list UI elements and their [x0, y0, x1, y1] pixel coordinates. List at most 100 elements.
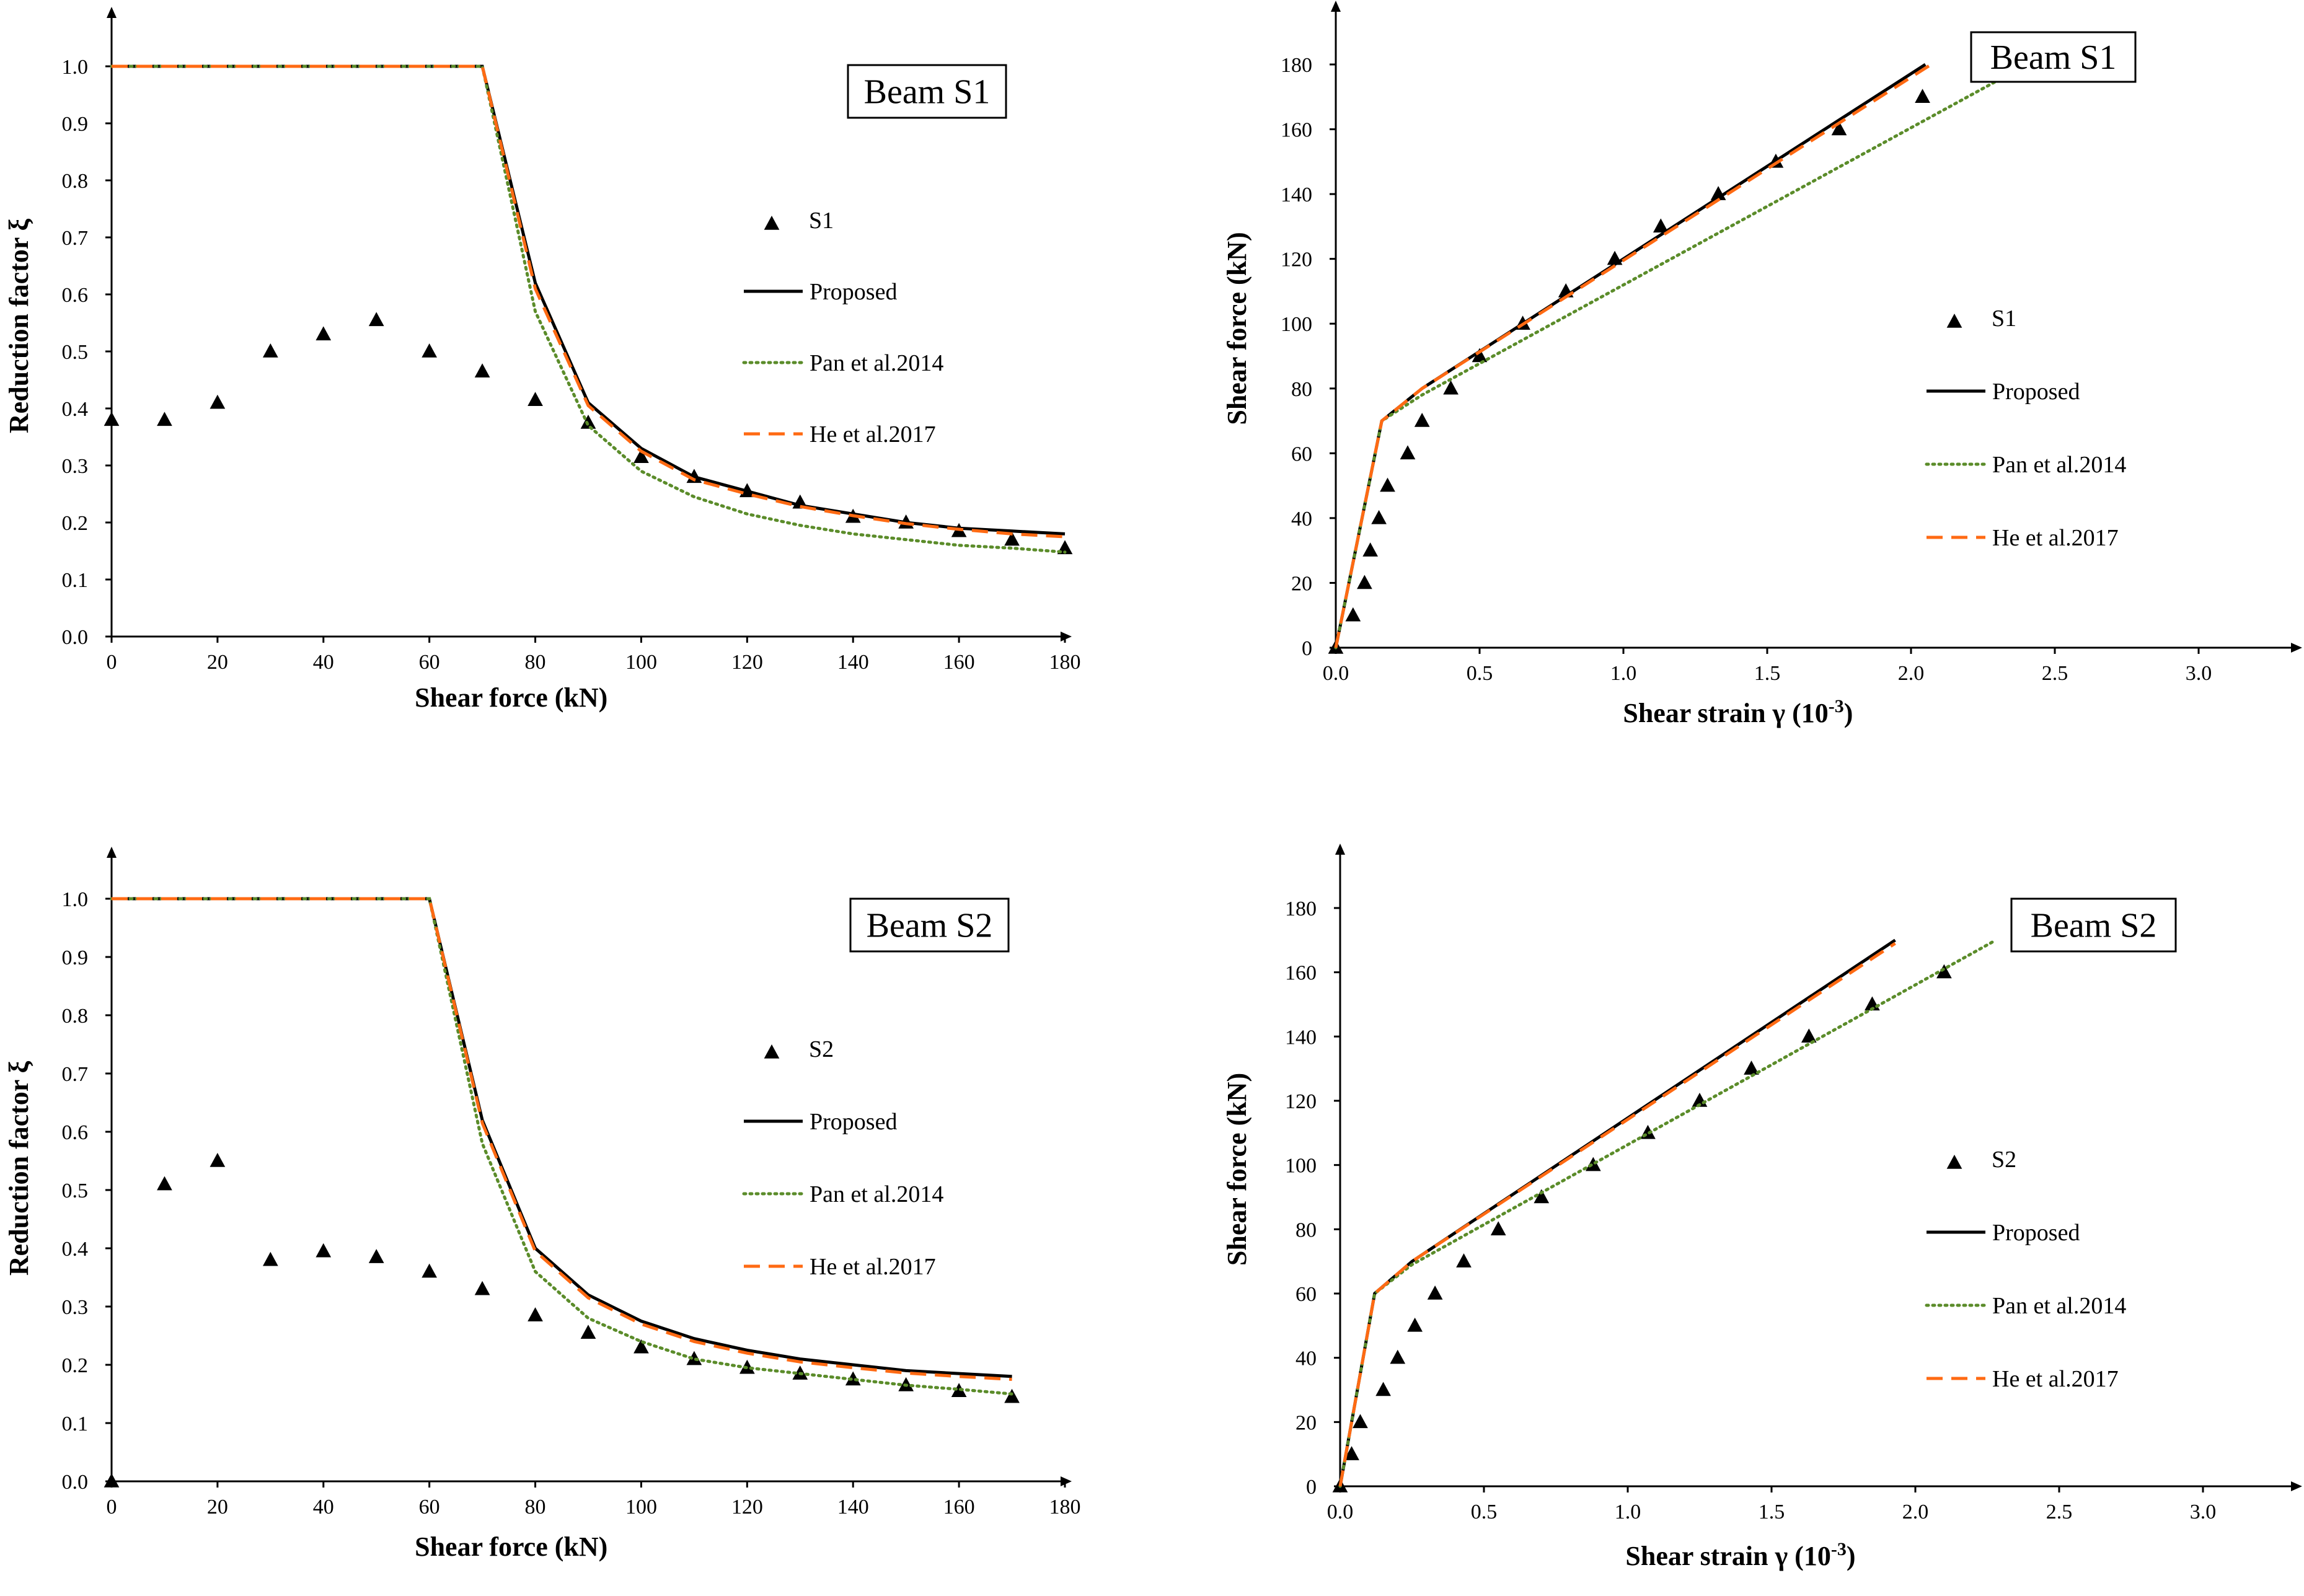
series-proposed	[112, 897, 1012, 1378]
x-tick-label: 0	[107, 1496, 117, 1519]
x-tick-label: 160	[943, 1496, 975, 1519]
y-tick-label: 100	[1281, 313, 1312, 336]
data-point	[474, 363, 490, 377]
x-axis-title-end: )	[1844, 698, 1853, 728]
data-point	[368, 1249, 384, 1263]
x-axis-arrow	[1061, 632, 1072, 641]
chart-title: Beam S1	[1990, 38, 2117, 77]
y-tick-label: 120	[1285, 1090, 1317, 1113]
chart-sf-s2: 0.0 0.5 1.0 1.5 2.0 2.5 3.0 0 20 40 60 80 100 120 140 1…	[1222, 844, 2302, 1571]
x-axis-arrow	[2291, 643, 2302, 653]
y-axis-title: Shear force (kN)	[1222, 232, 1252, 425]
data-point	[580, 1325, 596, 1339]
series-line	[1338, 938, 1896, 1487]
x-tick-label: 60	[419, 651, 440, 674]
legend-marker	[1946, 1155, 1962, 1169]
y-tick-label: 20	[1295, 1411, 1317, 1434]
data-point	[1915, 89, 1930, 104]
legend-label: Pan et al.2014	[810, 1181, 943, 1207]
series-pan-et-al-2014	[110, 64, 1067, 554]
series-line	[1334, 79, 1999, 650]
x-tick-label: 140	[837, 651, 869, 674]
legend-label: He et al.2017	[810, 421, 936, 447]
data-point	[1534, 1189, 1550, 1204]
data-point	[474, 1281, 490, 1295]
data-point	[1831, 121, 1847, 136]
x-tick-label: 120	[731, 651, 763, 674]
title-box	[847, 64, 1007, 119]
x-axis-title: Shear force (kN)	[415, 682, 607, 713]
data-point	[1490, 1221, 1506, 1236]
data-point	[1353, 1414, 1368, 1429]
y-tick-label: 60	[1295, 1283, 1317, 1306]
x-tick-label: 3.0	[2190, 1501, 2217, 1523]
data-point	[1744, 1060, 1759, 1075]
x-tick-label: 120	[731, 1496, 763, 1519]
data-point	[1345, 607, 1361, 622]
legend-label: S2	[1992, 1147, 2016, 1173]
x-tick-label: 1.5	[1759, 1501, 1785, 1523]
legend-label: S2	[809, 1036, 834, 1062]
y-tick-label: 0.4	[62, 1238, 89, 1261]
series-pan-et-al-2014	[110, 897, 1014, 1396]
data-point	[1390, 1349, 1406, 1364]
chart-title: Beam S2	[867, 907, 993, 945]
x-tick-label: 1.0	[1610, 662, 1637, 685]
y-tick-label: 140	[1285, 1026, 1317, 1049]
x-tick-label: 0.0	[1327, 1501, 1354, 1523]
y-tick-label: 0.1	[62, 569, 89, 592]
x-tick-label: 80	[525, 651, 546, 674]
legend: S1 Proposed Pan et al.2014 He et al.2017	[1925, 306, 2126, 551]
y-axis-arrow	[107, 847, 117, 858]
x-tick-label: 60	[419, 1496, 440, 1519]
data-point	[686, 1351, 702, 1365]
y-axis-title: Shear force (kN)	[1222, 1073, 1252, 1266]
series-proposed	[1338, 938, 1896, 1487]
x-axis-title-end: )	[1847, 1541, 1856, 1571]
x-tick-label: 20	[207, 1496, 228, 1519]
data-point	[316, 326, 332, 341]
data-point	[157, 1176, 172, 1191]
x-tick-label: 1.5	[1754, 662, 1781, 685]
y-axis-arrow	[1335, 844, 1345, 855]
data-point	[210, 394, 226, 409]
x-tick-label: 1.0	[1615, 1501, 1641, 1523]
legend-label: He et al.2017	[1992, 525, 2119, 551]
data-point	[527, 392, 543, 406]
data-point	[422, 1263, 438, 1278]
data-point	[1004, 531, 1020, 546]
y-tick-label: 0.5	[62, 1179, 89, 1202]
x-tick-label: 100	[625, 1496, 657, 1519]
data-point	[1380, 477, 1395, 492]
x-tick-label: 20	[207, 651, 228, 674]
data-point	[1801, 1028, 1817, 1043]
data-point	[1585, 1157, 1601, 1171]
data-point	[1456, 1253, 1472, 1268]
data-point	[845, 1371, 861, 1386]
series-he-et-al-2017	[1334, 63, 1932, 648]
data-point	[1357, 575, 1372, 589]
y-tick-label: 0.5	[62, 341, 89, 364]
legend-label: Pan et al.2014	[1992, 452, 2126, 478]
y-tick-label: 160	[1285, 962, 1317, 985]
x-axis-arrow	[2291, 1481, 2302, 1491]
x-axis-arrow	[1061, 1476, 1072, 1486]
x-tick-label: 0.0	[1323, 662, 1349, 685]
series-line	[112, 64, 1066, 536]
legend-label: He et al.2017	[1992, 1366, 2119, 1392]
series-he-et-al-2017	[1338, 941, 1896, 1487]
data-point	[633, 449, 649, 463]
data-point	[104, 412, 120, 426]
x-tick-label: 160	[943, 651, 975, 674]
data-point	[316, 1243, 332, 1258]
x-tick-label: 100	[625, 651, 657, 674]
y-tick-label: 180	[1281, 54, 1312, 77]
data-point	[1004, 1388, 1020, 1403]
x-tick-label: 0.5	[1471, 1501, 1498, 1523]
chart-title: Beam S1	[864, 73, 991, 112]
x-tick-label: 40	[313, 1496, 334, 1519]
data-point	[1640, 1124, 1656, 1139]
data-point	[368, 312, 384, 327]
x-tick-label: 3.0	[2186, 662, 2212, 685]
